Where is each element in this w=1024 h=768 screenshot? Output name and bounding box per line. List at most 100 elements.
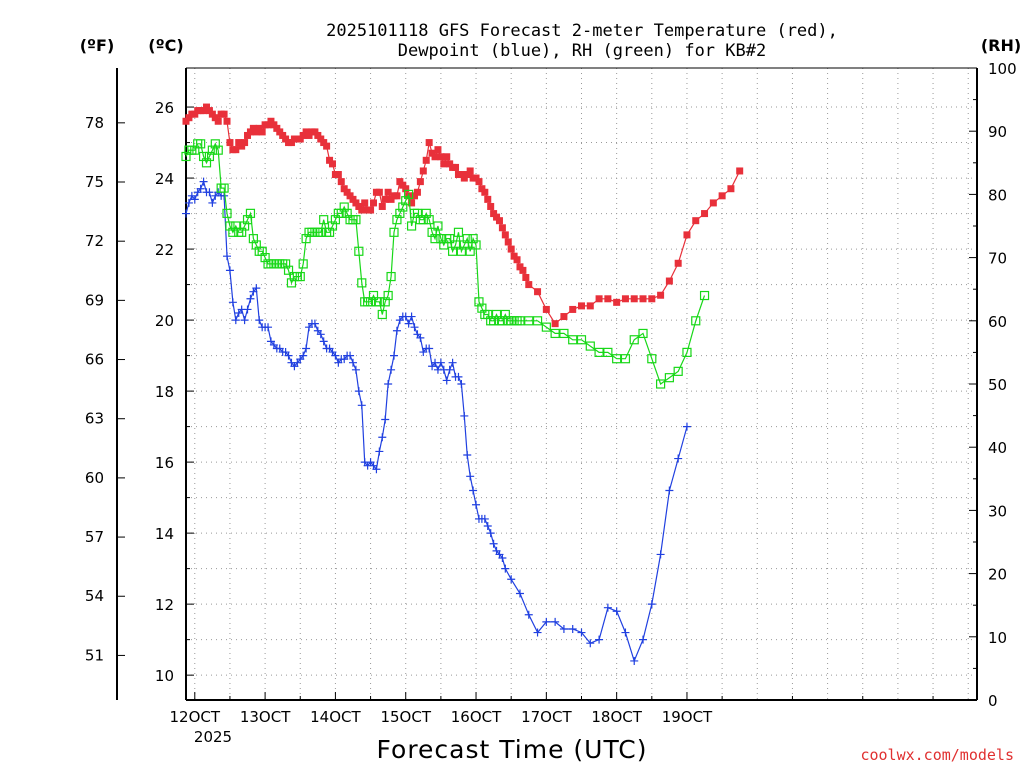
data-point (469, 486, 478, 495)
data-point (443, 153, 451, 161)
data-point (586, 639, 595, 648)
rh-tick-label: 30 (988, 502, 1007, 520)
data-point (519, 266, 527, 274)
data-point (436, 234, 446, 244)
data-point (301, 234, 311, 244)
data-point (282, 135, 290, 143)
celsius-tick-label: 22 (155, 241, 174, 259)
data-point (393, 192, 401, 200)
data-point (471, 240, 481, 250)
data-point (343, 188, 351, 196)
data-point (594, 347, 604, 357)
celsius-tick-label: 24 (155, 170, 174, 188)
data-point (205, 107, 213, 115)
data-point (387, 365, 396, 374)
data-point (368, 290, 379, 301)
data-point (639, 295, 647, 303)
data-point (220, 110, 228, 118)
data-point (346, 351, 355, 360)
data-point (243, 305, 252, 314)
data-point (510, 252, 518, 260)
data-point (568, 624, 577, 633)
data-point (354, 246, 364, 256)
data-point (493, 213, 501, 221)
data-point (490, 210, 498, 218)
data-point (447, 246, 458, 256)
data-point (457, 171, 465, 179)
celsius-tick-label: 10 (155, 667, 174, 685)
data-point (351, 365, 360, 374)
data-point (255, 316, 264, 325)
data-point (181, 151, 191, 162)
data-point (340, 185, 348, 193)
data-point (182, 209, 190, 218)
data-point (524, 610, 533, 619)
data-point (439, 240, 449, 250)
data-point (630, 656, 639, 665)
data-point (182, 117, 190, 125)
data-point (560, 313, 568, 321)
data-point (231, 316, 240, 325)
data-point (281, 259, 291, 269)
fahrenheit-tick-label: 51 (85, 646, 104, 664)
x-tick-label: 17OCT (521, 708, 572, 726)
data-point (491, 309, 502, 320)
data-point (525, 281, 533, 289)
data-point (483, 522, 492, 531)
data-point (452, 163, 460, 171)
data-point (501, 231, 509, 239)
data-point (456, 246, 466, 256)
data-point (319, 337, 328, 346)
data-point (475, 178, 483, 186)
series-dewpoint (182, 177, 691, 665)
data-point (252, 284, 261, 293)
data-point (450, 240, 461, 250)
data-point (314, 131, 322, 139)
data-point (246, 128, 254, 136)
data-point (331, 351, 340, 360)
data-point (425, 139, 433, 147)
data-point (225, 221, 235, 231)
data-point (235, 139, 243, 147)
data-point (225, 266, 234, 275)
data-point (200, 107, 208, 115)
data-point (238, 142, 246, 150)
data-point (361, 199, 369, 207)
data-point (327, 221, 338, 231)
data-point (378, 202, 386, 210)
data-point (446, 160, 454, 168)
data-point (630, 295, 638, 303)
data-point (319, 215, 329, 225)
data-point (396, 178, 404, 186)
x-tick-label: 15OCT (380, 708, 431, 726)
data-point (355, 202, 363, 210)
data-point (507, 575, 516, 584)
data-point (595, 295, 603, 303)
data-point (559, 624, 568, 633)
data-point (204, 151, 215, 162)
rh-tick-label: 20 (988, 566, 1007, 584)
x-tick-label: 12OCT (170, 708, 221, 726)
data-point (416, 178, 424, 186)
data-point (386, 271, 396, 282)
data-point (418, 215, 428, 225)
data-point (184, 198, 193, 207)
data-point (214, 117, 222, 125)
data-point (515, 589, 524, 598)
data-point (474, 297, 484, 307)
data-point (457, 380, 466, 388)
data-point (603, 603, 612, 612)
data-point (674, 454, 683, 463)
data-point (251, 240, 261, 250)
data-point (410, 323, 419, 332)
data-point (699, 290, 710, 301)
data-point (381, 195, 389, 203)
data-point (299, 131, 307, 139)
data-point (191, 110, 199, 118)
data-point (664, 373, 674, 383)
data-point (408, 199, 416, 207)
x-tick-label: 13OCT (240, 708, 291, 726)
data-point (478, 185, 486, 193)
data-point (472, 174, 480, 182)
